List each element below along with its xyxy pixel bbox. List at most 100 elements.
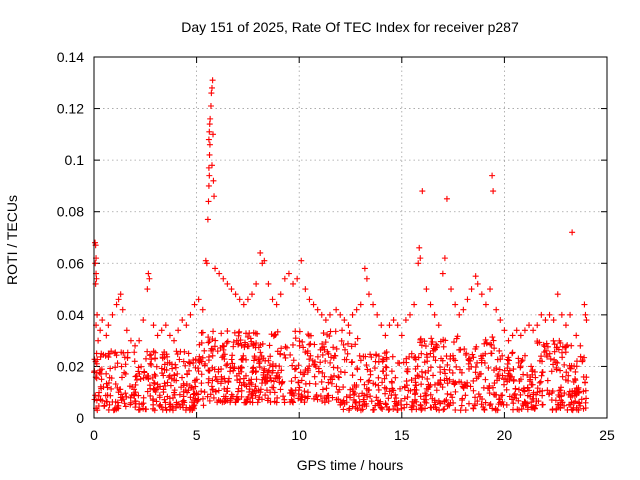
data-point xyxy=(292,335,299,342)
y-tick-label: 0.06 xyxy=(57,255,84,271)
data-point xyxy=(354,405,361,412)
data-point xyxy=(436,407,443,414)
data-point xyxy=(482,399,489,406)
data-point xyxy=(96,369,103,376)
data-point xyxy=(143,406,150,413)
data-point xyxy=(115,389,122,396)
data-point xyxy=(465,400,472,407)
data-point xyxy=(372,402,379,409)
data-point xyxy=(528,363,535,370)
data-point xyxy=(548,368,555,375)
data-point xyxy=(350,396,357,403)
data-point xyxy=(344,340,351,347)
data-point xyxy=(319,351,326,358)
data-point xyxy=(203,260,210,267)
data-point xyxy=(498,392,505,399)
data-point xyxy=(577,402,584,409)
data-point xyxy=(522,402,529,409)
data-point xyxy=(581,354,588,361)
data-point xyxy=(220,275,227,282)
data-point xyxy=(350,391,357,398)
data-point xyxy=(297,397,304,404)
data-point xyxy=(532,402,539,409)
data-point xyxy=(231,365,238,372)
data-point xyxy=(356,352,363,359)
data-point xyxy=(327,376,334,383)
data-point xyxy=(525,387,532,394)
data-point xyxy=(365,291,372,298)
data-point xyxy=(127,337,134,344)
data-point xyxy=(581,379,588,386)
data-point xyxy=(183,404,190,411)
data-point xyxy=(339,327,346,334)
data-point xyxy=(343,393,350,400)
data-point xyxy=(371,365,378,372)
data-point xyxy=(132,342,139,349)
data-point xyxy=(264,368,271,375)
data-point xyxy=(326,311,333,318)
data-point xyxy=(254,399,261,406)
data-point xyxy=(558,384,565,391)
data-point xyxy=(551,356,558,363)
data-point xyxy=(199,306,206,313)
data-point xyxy=(179,374,186,381)
data-point xyxy=(478,357,485,364)
data-point xyxy=(421,338,428,345)
data-point xyxy=(521,327,528,334)
data-point xyxy=(262,375,269,382)
data-point xyxy=(214,348,221,355)
data-point xyxy=(94,311,101,318)
data-point xyxy=(212,337,219,344)
data-point xyxy=(193,390,200,397)
data-point xyxy=(450,378,457,385)
data-point xyxy=(136,337,143,344)
data-point xyxy=(472,394,479,401)
data-point xyxy=(249,365,256,372)
data-point xyxy=(462,407,469,414)
data-point xyxy=(267,353,274,360)
data-point xyxy=(346,330,353,337)
data-point xyxy=(408,350,415,357)
data-point xyxy=(118,374,125,381)
data-point xyxy=(162,399,169,406)
data-point xyxy=(166,332,173,339)
data-point xyxy=(568,406,575,413)
data-point xyxy=(512,385,519,392)
data-point xyxy=(285,270,292,277)
data-point xyxy=(573,363,580,370)
data-point xyxy=(269,384,276,391)
data-point xyxy=(288,378,295,385)
data-point xyxy=(375,374,382,381)
data-point xyxy=(504,356,511,363)
data-point xyxy=(419,374,426,381)
data-point xyxy=(397,385,404,392)
data-point xyxy=(143,374,150,381)
x-tick-label: 10 xyxy=(291,427,307,443)
data-point xyxy=(224,388,231,395)
data-point xyxy=(246,386,253,393)
data-point xyxy=(290,280,297,287)
data-point xyxy=(349,372,356,379)
data-point xyxy=(218,330,225,337)
data-point xyxy=(461,381,468,388)
data-point xyxy=(433,387,440,394)
data-point xyxy=(113,301,120,308)
data-point xyxy=(418,406,425,413)
data-point xyxy=(388,368,395,375)
data-point xyxy=(253,376,260,383)
data-point xyxy=(515,355,522,362)
data-point xyxy=(557,387,564,394)
data-point xyxy=(550,317,557,324)
data-point xyxy=(274,394,281,401)
data-point xyxy=(330,355,337,362)
data-point xyxy=(460,306,467,313)
data-point xyxy=(492,406,499,413)
data-point xyxy=(582,311,589,318)
data-point xyxy=(435,398,442,405)
data-point xyxy=(135,368,142,375)
data-point xyxy=(327,328,334,335)
data-point xyxy=(210,394,217,401)
data-point xyxy=(132,389,139,396)
data-point xyxy=(540,341,547,348)
data-point xyxy=(433,344,440,351)
